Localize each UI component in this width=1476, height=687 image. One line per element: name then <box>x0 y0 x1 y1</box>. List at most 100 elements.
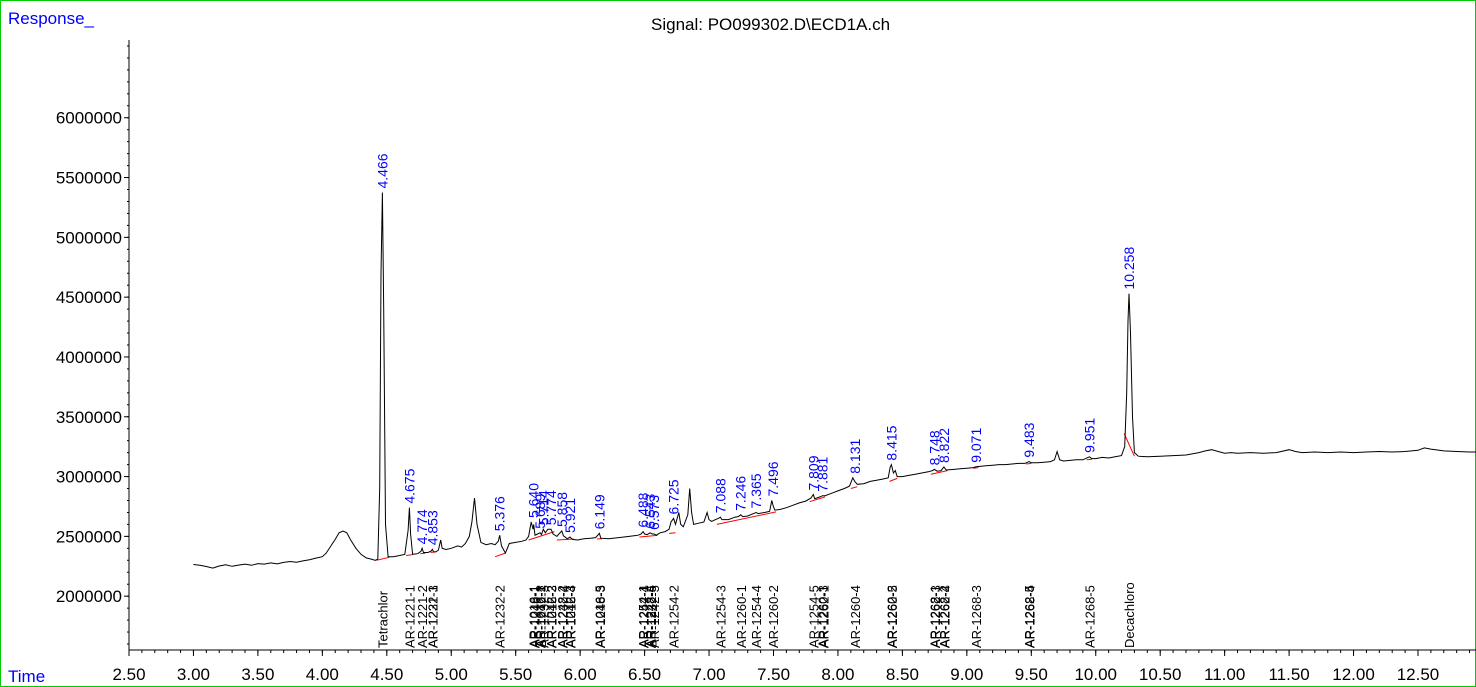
x-tick-label: 9.50 <box>1015 665 1048 684</box>
compound-label: AR-1254-3 <box>713 585 728 648</box>
compound-label: AR-1221-2 <box>415 585 430 648</box>
y-tick-label: 4000000 <box>56 348 122 367</box>
compound-label: AR-1016-3 <box>545 585 560 648</box>
compound-label: AR-1232-2 <box>493 585 508 648</box>
baseline-segment <box>809 496 826 503</box>
baseline-segment <box>1123 433 1135 457</box>
peak-rt-label: 6.725 <box>666 479 682 514</box>
compound-label: AR-1262-4 <box>938 585 953 648</box>
compound-label: AR-1242-4 <box>637 585 652 648</box>
compound-label: AR-1260-2 <box>766 585 781 648</box>
y-tick-label: 2000000 <box>56 587 122 606</box>
compound-label: AR-1260-1 <box>734 585 749 648</box>
peak-rt-label: 8.748 <box>926 430 942 465</box>
peak-rt-label: 4.774 <box>414 509 430 544</box>
baseline-segment <box>973 467 979 469</box>
baseline-segment <box>639 534 658 538</box>
compound-label: AR-1262-3 <box>928 585 943 648</box>
chart-title: Signal: PO099302.D\ECD1A.ch <box>651 15 891 34</box>
compound-label: AR-1254-1 <box>636 585 651 648</box>
x-tick-label: 12.50 <box>1397 665 1440 684</box>
compound-label: AR-1016-1 <box>527 585 542 648</box>
peak-rt-label: 5.689 <box>532 494 548 529</box>
y-axis-label: Response_ <box>8 9 95 28</box>
compound-label: AR-1254-4 <box>749 585 764 648</box>
compound-label: AR-1260-3 <box>816 585 831 648</box>
peak-rt-label: 9.071 <box>968 428 984 463</box>
x-tick-label: 11.00 <box>1204 665 1245 684</box>
baseline-segment <box>494 552 506 558</box>
peak-rt-label: 6.573 <box>646 495 662 530</box>
peak-rt-label: 6.149 <box>591 494 607 529</box>
compound-label: Tetrachlor <box>375 590 390 648</box>
y-tick-label: 6000000 <box>56 109 122 128</box>
compound-label: AR-1260-5 <box>885 585 900 648</box>
peak-rt-label: 7.246 <box>733 476 749 511</box>
y-tick-label: 2500000 <box>56 527 122 546</box>
compound-label: AR-1232-3 <box>536 585 551 648</box>
compound-label: AR-1232-1 <box>425 585 440 648</box>
compound-label: AR-1232-4 <box>555 585 570 648</box>
baseline-segment <box>850 486 858 489</box>
compound-label: AR-1016-4 <box>564 585 579 648</box>
peak-rt-label: 7.881 <box>815 456 831 491</box>
compound-label: AR-1254-5 <box>806 585 821 648</box>
peak-rt-label: 5.640 <box>526 483 542 518</box>
x-tick-label: 5.50 <box>499 665 532 684</box>
baseline-segment <box>930 470 948 475</box>
x-tick-label: 10.50 <box>1139 665 1182 684</box>
compound-label: AR-1242-1 <box>534 585 549 648</box>
x-tick-label: 12.00 <box>1332 665 1375 684</box>
baseline-segment <box>1026 462 1032 465</box>
compound-label: AR-1221-1 <box>402 585 417 648</box>
compound-label: AR-1262-5 <box>1022 585 1037 648</box>
peak-rt-label: 4.466 <box>374 153 390 188</box>
peak-rt-label: 8.822 <box>936 428 952 463</box>
compound-label: AR-1016-2 <box>533 585 548 648</box>
peak-rt-label: 5.376 <box>492 496 508 531</box>
compound-label: AR-1242-5 <box>647 585 662 648</box>
compound-label: AR-1242-3 <box>563 585 578 648</box>
peak-rt-label: 9.483 <box>1021 422 1037 457</box>
x-tick-label: 4.00 <box>306 665 339 684</box>
baseline-segment <box>556 538 574 541</box>
x-tick-label: 9.00 <box>950 665 983 684</box>
x-tick-label: 8.50 <box>886 665 919 684</box>
y-tick-label: 3500000 <box>56 408 122 427</box>
baseline-segment <box>528 531 555 541</box>
x-tick-label: 6.00 <box>564 665 597 684</box>
baseline-segment <box>406 554 413 556</box>
compound-label: AR-1221-3 <box>426 585 441 648</box>
compound-label: AR-1254-2 <box>667 585 682 648</box>
x-tick-label: 6.50 <box>628 665 661 684</box>
compound-label: AR-1248-2 <box>555 585 570 648</box>
compound-label: AR-1016-5 <box>592 585 607 648</box>
peak-rt-label: 8.415 <box>883 425 899 460</box>
compound-label: Decachloro <box>1122 582 1137 648</box>
peak-rt-label: 5.714 <box>535 490 551 525</box>
compound-label: AR-1268-3 <box>969 585 984 648</box>
x-tick-label: 10.00 <box>1074 665 1117 684</box>
x-tick-label: 3.50 <box>241 665 274 684</box>
peak-rt-label: 5.858 <box>554 492 570 527</box>
signal-trace <box>193 192 1476 569</box>
compound-label: AR-1268-4 <box>1023 585 1038 648</box>
compound-label: AR-1232-5 <box>644 585 659 648</box>
y-tick-label: 5500000 <box>56 169 122 188</box>
x-tick-label: 3.00 <box>177 665 210 684</box>
compound-label: AR-1262-2 <box>884 585 899 648</box>
compound-label: AR-1260-4 <box>848 585 863 648</box>
x-tick-label: 7.50 <box>757 665 790 684</box>
compound-label: AR-1268-2 <box>937 585 952 648</box>
x-tick-label: 5.00 <box>435 665 468 684</box>
compound-label: AR-1248-3 <box>593 585 608 648</box>
compound-label: AR-1248-1 <box>527 585 542 648</box>
peak-rt-label: 7.809 <box>805 455 821 490</box>
x-tick-label: 8.00 <box>821 665 854 684</box>
peak-rt-label: 4.675 <box>401 468 417 503</box>
peak-rt-label: 9.951 <box>1081 418 1097 453</box>
x-tick-label: 4.50 <box>370 665 403 684</box>
